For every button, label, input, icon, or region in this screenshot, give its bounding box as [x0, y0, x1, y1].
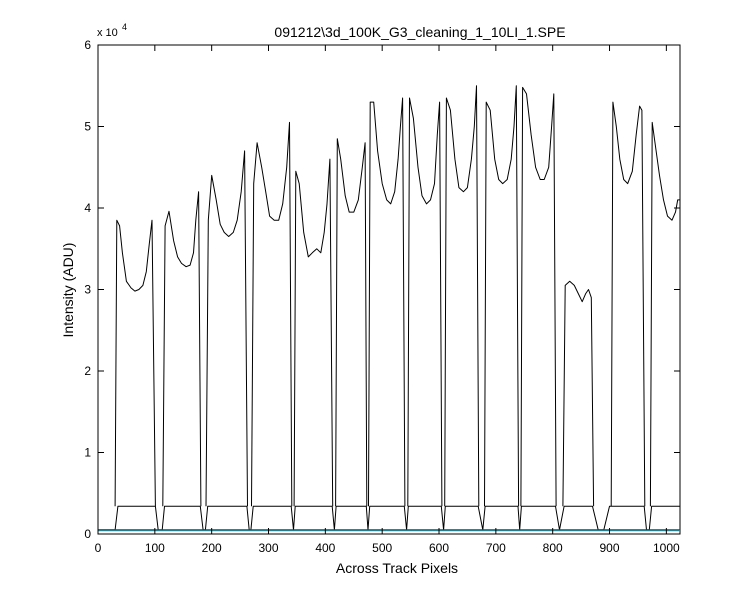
- series-0-line-segment: [610, 101, 646, 507]
- series-0-line-segment: [162, 191, 202, 507]
- series-0-line-segment: [293, 158, 334, 507]
- y-axis-multiplier-exponent: 4: [122, 22, 127, 32]
- chart-title: 091212\3d_100K_G3_cleaning_1_10LI_1.SPE: [274, 24, 565, 40]
- x-tick-label: 700: [486, 541, 506, 555]
- x-tick-label: 1000: [653, 541, 680, 555]
- y-tick-label: 0: [84, 527, 91, 541]
- y-tick-label: 5: [84, 120, 91, 134]
- y-tick-label: 6: [84, 38, 91, 52]
- series-0-line-segment: [649, 121, 680, 507]
- x-axis-label: Across Track Pixels: [336, 560, 458, 576]
- series-0-line-segment: [335, 138, 368, 507]
- axes-box: [97, 44, 681, 535]
- series-0-line-segment: [484, 85, 520, 507]
- y-tick-label: 1: [84, 446, 91, 460]
- plot-area: 0 100 200 300 400 500 600 700 800 900 1000 0 1 2 3 4 5 6: [84, 38, 681, 555]
- y-axis-label: Intensity (ADU): [60, 243, 76, 338]
- x-tick-label: 400: [315, 541, 335, 555]
- series-0-line-segment: [520, 86, 557, 507]
- series-0-line-segment: [205, 150, 248, 507]
- x-tick-label: 0: [95, 541, 102, 555]
- series-0-line-segment: [562, 280, 595, 507]
- series-0-line-segment: [251, 121, 293, 507]
- x-tick-label: 100: [145, 541, 165, 555]
- ticks-layer: 0 100 200 300 400 500 600 700 800 900 1000 0 1 2 3 4 5 6: [84, 38, 680, 555]
- x-tick-label: 900: [600, 541, 620, 555]
- x-tick-label: 500: [372, 541, 392, 555]
- x-tick-label: 600: [429, 541, 449, 555]
- series-0-line-segment: [444, 85, 480, 507]
- x-tick-label: 200: [202, 541, 222, 555]
- series-0: [114, 85, 680, 507]
- y-axis-multiplier: x 10: [97, 27, 118, 39]
- y-tick-label: 2: [84, 364, 91, 378]
- x-tick-label: 800: [543, 541, 563, 555]
- x-tick-label: 300: [258, 541, 278, 555]
- series-0-line-segment: [114, 219, 156, 507]
- series-0-line-segment: [368, 97, 406, 507]
- series-0-line-segment: [407, 97, 443, 507]
- y-tick-label: 3: [84, 283, 91, 297]
- y-tick-label: 4: [84, 201, 91, 215]
- series-layer: [98, 85, 680, 532]
